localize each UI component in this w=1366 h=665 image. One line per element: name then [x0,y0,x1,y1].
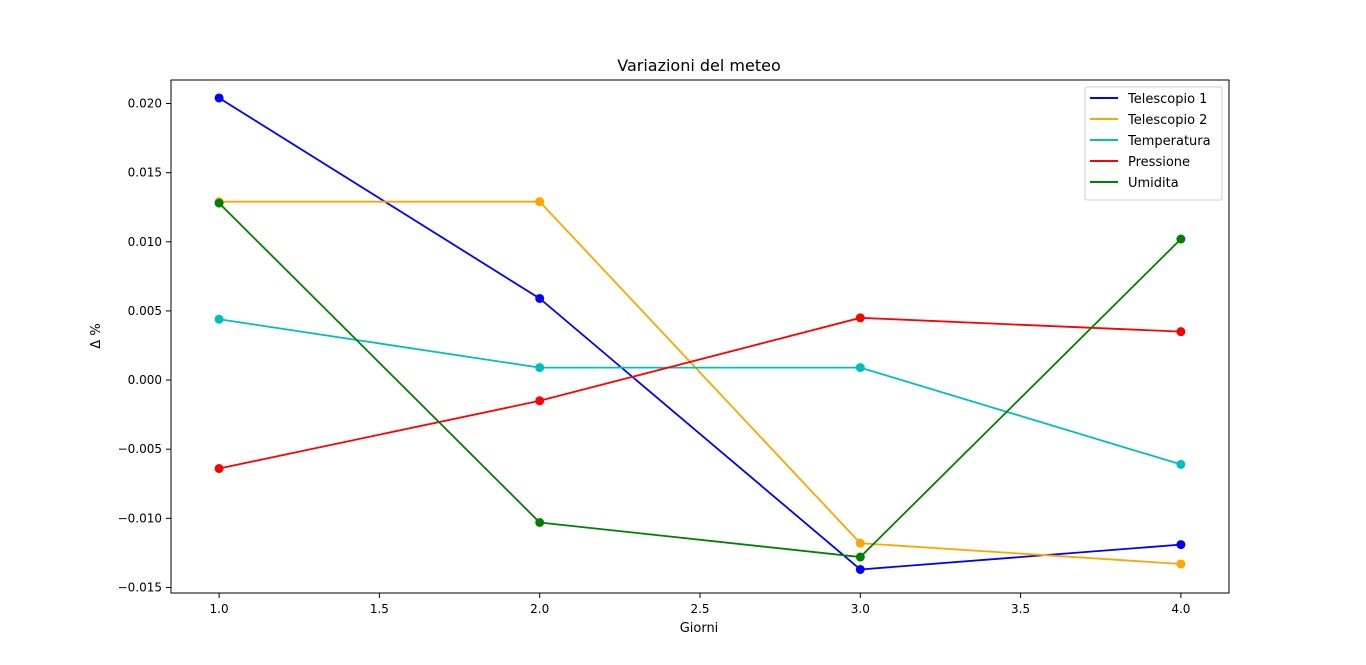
x-axis-ticks: 1.0 1.5 2.0 2.5 3.0 3.5 4.0 [210,593,1190,616]
data-point-pressione [214,464,224,474]
legend-label: Umidita [1128,176,1179,191]
y-tick-label: 0.005 [128,304,162,318]
data-point-telescopio-2 [535,197,545,207]
data-point-telescopio-1 [1176,540,1186,550]
legend-label: Temperatura [1127,134,1211,149]
x-tick-label: 2.5 [690,602,709,616]
legend-label: Telescopio 2 [1127,113,1207,128]
data-point-pressione [855,313,865,323]
data-point-umidita [214,198,224,208]
data-point-temperatura [214,314,224,324]
data-point-temperatura [1176,459,1186,469]
y-tick-label: 0.000 [128,373,162,387]
plot-area [214,93,1186,574]
y-tick-label: −0.010 [118,511,162,525]
data-point-umidita [1176,234,1186,244]
data-point-pressione [535,396,545,406]
data-point-telescopio-1 [855,564,865,574]
x-axis-label: Giorni [680,621,719,636]
y-tick-label: 0.020 [128,97,162,111]
data-point-umidita [855,552,865,562]
series-line-pressione [218,316,1181,470]
x-tick-label: 3.0 [851,602,870,616]
x-tick-label: 1.5 [370,602,389,616]
legend-label: Telescopio 1 [1127,92,1207,107]
x-tick-label: 4.0 [1171,602,1190,616]
y-tick-label: −0.005 [118,442,162,456]
data-point-telescopio-2 [855,538,865,548]
y-axis-ticks: −0.015 −0.010 −0.005 0.000 0.005 0.010 0.015 0.… [118,97,171,594]
legend: Telescopio 1 Telescopio 2 Temperatura Press… [1084,86,1223,201]
legend-box [1084,86,1223,201]
series-line-temperatura [218,318,1182,466]
x-tick-label: 1.0 [210,602,229,616]
data-point-telescopio-2 [1176,559,1186,569]
y-tick-label: 0.010 [128,235,162,249]
series-line-telescopio-1 [218,97,1181,571]
series-line-telescopio-2 [219,200,1181,565]
data-point-umidita [535,517,545,527]
data-point-pressione [1176,327,1186,337]
y-tick-label: 0.015 [128,166,162,180]
data-point-telescopio-1 [535,293,545,303]
data-point-temperatura [535,363,545,373]
y-axis-label: Δ % [89,323,104,348]
x-tick-label: 3.5 [1011,602,1030,616]
legend-label: Pressione [1128,155,1190,170]
data-point-telescopio-1 [214,93,224,103]
y-tick-label: −0.015 [118,580,162,594]
data-point-temperatura [855,363,865,373]
series-line-umidita [218,202,1182,558]
x-tick-label: 2.0 [530,602,549,616]
chart-title: Variazioni del meteo [617,56,781,75]
